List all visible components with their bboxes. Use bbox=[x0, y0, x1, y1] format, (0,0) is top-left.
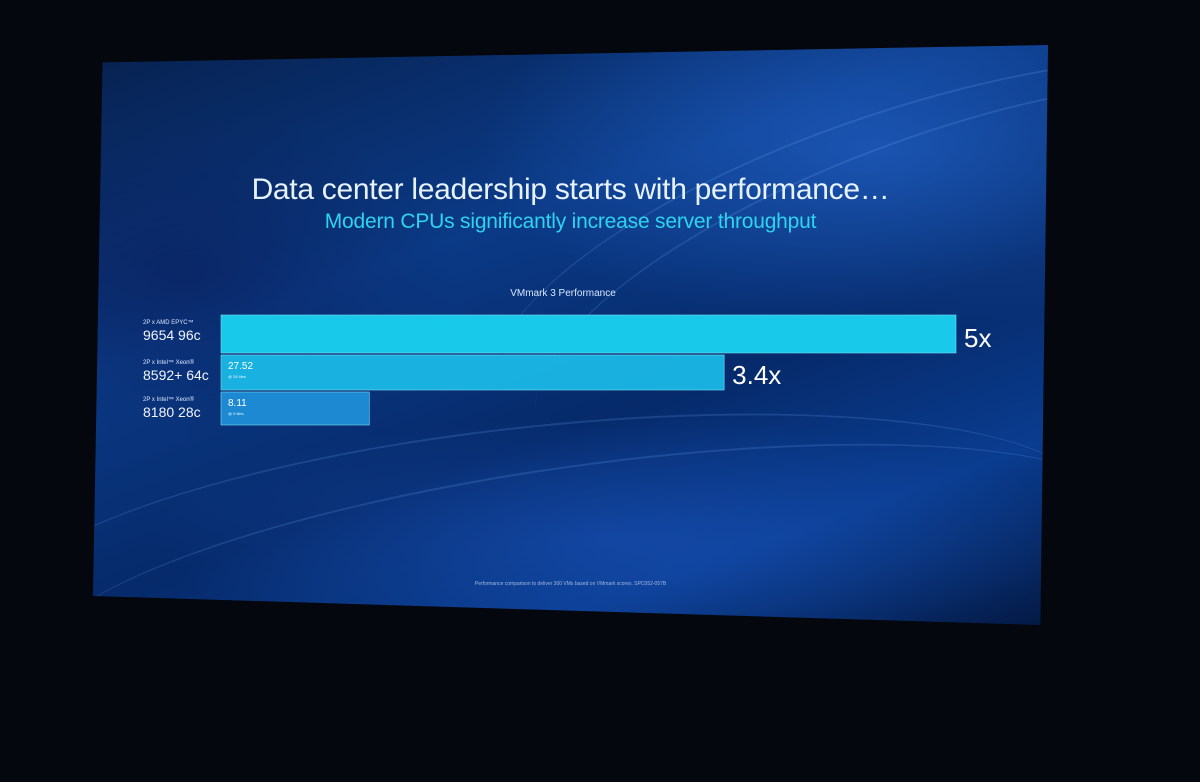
slide-subtitle: Modern CPUs significantly increase serve… bbox=[324, 210, 817, 233]
multiplier-annotation: 3.4x bbox=[732, 360, 781, 390]
data-sublabel: @ 9 tiles bbox=[228, 411, 244, 416]
category-prefix-label: 2P x AMD EPYC™ bbox=[143, 319, 194, 326]
bar bbox=[220, 314, 957, 354]
category-label: 8180 28c bbox=[143, 404, 201, 420]
data-label: 27.52 bbox=[228, 361, 253, 372]
category-prefix-label: 2P x Intel™ Xeon® bbox=[143, 359, 195, 366]
multiplier-annotation: 5x bbox=[964, 323, 991, 353]
slide-title: Data center leadership starts with perfo… bbox=[251, 173, 890, 206]
bar bbox=[220, 354, 725, 391]
chart-title: VMmark 3 Performance bbox=[510, 288, 616, 299]
category-label: 9654 96c bbox=[143, 327, 201, 343]
data-label: 8.11 bbox=[228, 398, 247, 409]
data-sublabel: @ 28 tiles bbox=[228, 374, 246, 379]
bar bbox=[220, 391, 370, 426]
category-label: 8592+ 64c bbox=[143, 367, 209, 383]
slide-footnote: Performance comparison to deliver 300 VM… bbox=[474, 581, 667, 587]
category-prefix-label: 2P x Intel™ Xeon® bbox=[143, 396, 195, 403]
presentation-screen: Data center leadership starts with perfo… bbox=[93, 45, 1048, 625]
